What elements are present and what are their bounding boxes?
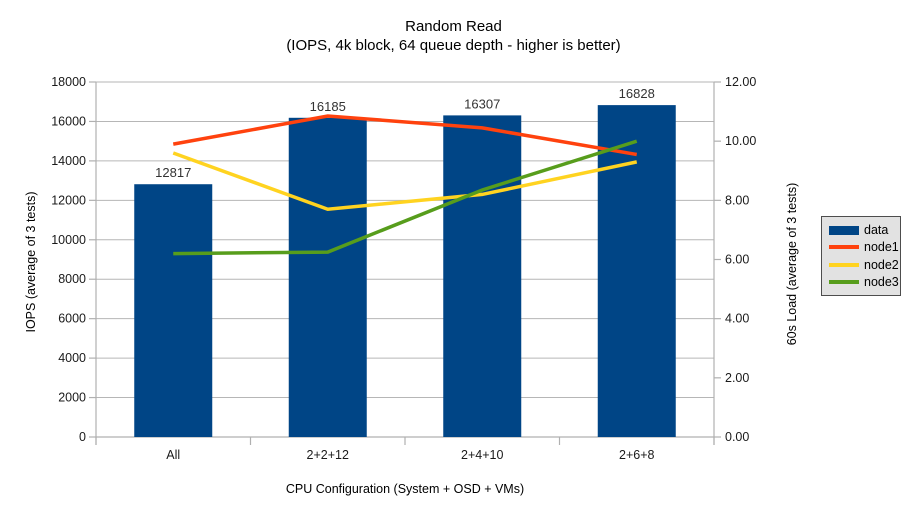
line-series-node2 [172, 151, 638, 211]
right-axis-tick-label: 6.00 [725, 253, 749, 267]
chart-title-block: Random Read (IOPS, 4k block, 64 queue de… [0, 17, 907, 55]
bar-value-label: 12817 [155, 165, 191, 180]
left-axis-tick-label: 6000 [58, 312, 86, 326]
category-label: 2+4+10 [461, 448, 503, 462]
legend-label-node2: node2 [864, 257, 899, 272]
right-axis-tick-label: 0.00 [725, 430, 749, 444]
bar-value-label: 16307 [464, 96, 500, 111]
legend-swatch-node3 [829, 279, 859, 284]
left-axis-tick-label: 8000 [58, 272, 86, 286]
x-axis-title: CPU Configuration (System + OSD + VMs) [285, 482, 525, 496]
right-axis-tick-label: 4.00 [725, 312, 749, 326]
bar-All [134, 184, 213, 437]
bar-2+2+12 [288, 117, 367, 437]
bar-value-label: 16185 [310, 99, 346, 114]
left-axis-tick-label: 10000 [51, 233, 86, 247]
right-axis-tick-label: 2.00 [725, 371, 749, 385]
bar-2+6+8 [597, 105, 676, 437]
line-series-node3 [173, 139, 638, 256]
legend-label-data: data [864, 223, 889, 237]
left-axis-tick-label: 12000 [51, 193, 86, 207]
category-label: 2+2+12 [307, 448, 349, 462]
left-axis-title: IOPS (average of 3 tests) [24, 191, 38, 333]
chart-subtitle: (IOPS, 4k block, 64 queue depth - higher… [286, 37, 621, 54]
legend: data node1 node2 node3 [821, 216, 901, 296]
category-label: All [166, 448, 180, 462]
left-axis-tick-label: 18000 [51, 75, 86, 89]
chart-title: Random Read [405, 18, 502, 35]
legend-swatch-node2 [829, 262, 859, 267]
legend-item-node2: node2 [829, 257, 899, 272]
left-axis-tick-label: 0 [79, 430, 86, 444]
line-series-node1 [172, 114, 638, 157]
right-axis-title: 60s Load (average of 3 tests) [785, 182, 799, 346]
legend-item-node1: node1 [829, 240, 899, 255]
legend-item-node3: node3 [829, 274, 899, 289]
left-axis-tick-label: 2000 [58, 391, 86, 405]
right-axis-tick-label: 10.00 [725, 134, 756, 148]
left-axis-tick-label: 14000 [51, 154, 86, 168]
legend-swatch-data [829, 225, 859, 235]
left-axis-tick-label: 4000 [58, 351, 86, 365]
left-axis-tick-label: 16000 [51, 114, 86, 128]
right-axis-tick-label: 8.00 [725, 193, 749, 207]
legend-item-data: data [829, 223, 896, 237]
bar-2+4+10 [443, 115, 522, 438]
category-label: 2+6+8 [619, 448, 655, 462]
bar-value-label: 16828 [619, 86, 655, 101]
right-axis-tick-label: 12.00 [725, 75, 756, 89]
legend-label-node3: node3 [864, 274, 899, 289]
legend-swatch-node1 [829, 245, 859, 250]
legend-label-node1: node1 [864, 240, 899, 255]
